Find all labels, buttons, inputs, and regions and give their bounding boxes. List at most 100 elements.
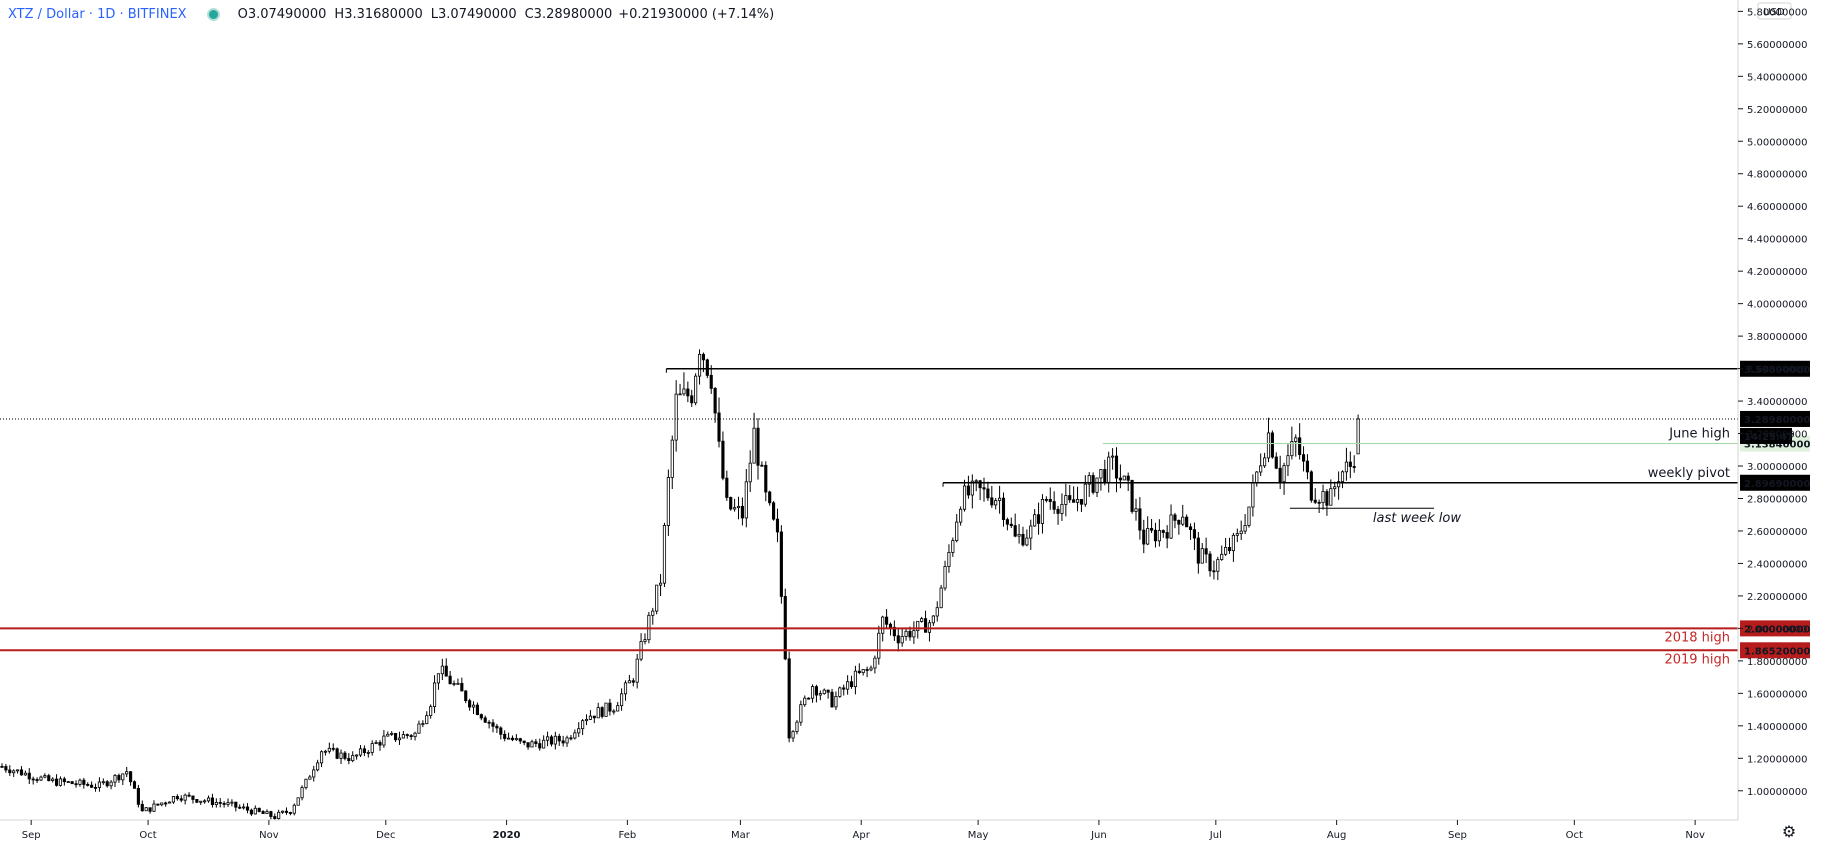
y-tick-label: 1.20000000 — [1747, 754, 1807, 765]
candle-body — [132, 781, 137, 789]
candle-body — [1079, 499, 1083, 505]
level-price-badge — [1740, 360, 1810, 377]
candle — [920, 616, 924, 623]
candle — [35, 777, 39, 783]
candle — [397, 731, 402, 745]
candle-body — [397, 737, 402, 741]
candle-body — [1185, 516, 1189, 528]
candle — [1200, 543, 1204, 564]
candle — [218, 798, 222, 808]
ohlc-low: L3.07490000 — [431, 7, 517, 22]
candle — [678, 383, 682, 396]
y-tick-label: 2.00000000 — [1747, 624, 1807, 635]
candle-body — [1068, 495, 1072, 501]
candle-body — [569, 737, 573, 740]
candle — [803, 695, 807, 707]
candle — [1208, 551, 1212, 577]
candle — [226, 798, 230, 807]
ohlc-close: C3.28980000 — [525, 7, 613, 22]
candle — [97, 777, 101, 792]
candle-body — [199, 800, 203, 803]
candle-body — [861, 669, 865, 674]
candle — [206, 795, 211, 803]
candle — [1142, 519, 1146, 554]
candle — [491, 719, 495, 733]
currency-label[interactable]: USD — [1763, 7, 1785, 18]
candle-body — [1099, 469, 1103, 479]
candle — [167, 801, 172, 804]
candle — [261, 810, 265, 814]
candle — [417, 720, 421, 734]
candle — [288, 811, 292, 816]
candle — [401, 730, 405, 739]
candle-body — [721, 440, 725, 479]
candle — [117, 773, 121, 783]
candle-body — [1333, 486, 1337, 490]
y-tick-label: 4.00000000 — [1747, 300, 1807, 311]
candle — [331, 743, 335, 752]
candle-body — [471, 704, 476, 708]
settings-gear-icon[interactable]: ⚙ — [1781, 822, 1797, 841]
candle — [1114, 447, 1119, 493]
candle — [643, 633, 647, 645]
candle — [694, 373, 698, 406]
candle — [662, 522, 667, 587]
candle-body — [105, 781, 109, 787]
candle — [1348, 451, 1352, 479]
candle-body — [171, 796, 176, 803]
candle — [674, 380, 678, 452]
time-axis[interactable]: Sep Oct Nov Dec 2020 Feb Mar Apr May Jun Jul Aug Sep… — [0, 819, 1738, 841]
candle — [670, 435, 674, 490]
y-tick-label: 1.80000000 — [1747, 657, 1807, 668]
candle — [382, 730, 386, 748]
candle-body — [1235, 533, 1239, 536]
candle-body — [284, 810, 289, 813]
candle-body — [584, 718, 589, 722]
candle — [210, 793, 214, 808]
candle — [27, 768, 31, 785]
symbol-title[interactable]: XTZ / Dollar · 1D · BITFINEX — [8, 6, 187, 22]
market-status-icon — [206, 7, 220, 21]
level-lines: 3.59890000 2.89690000 weekly pivot 3.138400… — [0, 360, 1810, 667]
candle-body — [39, 776, 43, 781]
candle — [444, 658, 448, 677]
candle-body — [900, 636, 904, 644]
candle — [1060, 493, 1064, 521]
candle — [627, 674, 631, 684]
level-annotation: June high — [1668, 427, 1730, 442]
candle-body — [557, 735, 561, 742]
candle — [565, 735, 569, 747]
candle-body — [1146, 528, 1150, 545]
candle — [19, 766, 24, 776]
candle-body — [82, 779, 86, 785]
candle-body — [444, 665, 448, 677]
candle — [269, 810, 273, 820]
candle-body — [795, 721, 799, 732]
candle — [347, 753, 351, 765]
candle-body — [1352, 466, 1356, 468]
candle — [304, 778, 308, 790]
candle-body — [810, 686, 815, 699]
candle-body — [1348, 461, 1352, 467]
price-axis[interactable]: USD 1.00000000 1.20000000 1.40000000 1.6000… — [1737, 0, 1807, 820]
candle-body — [203, 800, 207, 803]
candle — [772, 500, 776, 521]
candle — [471, 701, 476, 715]
candle-body — [853, 670, 857, 688]
candle — [195, 799, 199, 804]
candle — [927, 619, 932, 642]
candle — [323, 749, 328, 756]
candle — [43, 773, 47, 779]
candle-body — [1282, 465, 1286, 483]
low-value: 3.07490000 — [438, 6, 517, 22]
candle-body — [1192, 529, 1197, 539]
candle-body — [1060, 504, 1064, 514]
candle — [292, 803, 296, 816]
candle — [464, 690, 468, 704]
candle — [608, 698, 612, 716]
candle-body — [370, 743, 374, 753]
candle — [1231, 532, 1235, 562]
candle — [452, 680, 456, 687]
candle-body — [179, 798, 183, 801]
